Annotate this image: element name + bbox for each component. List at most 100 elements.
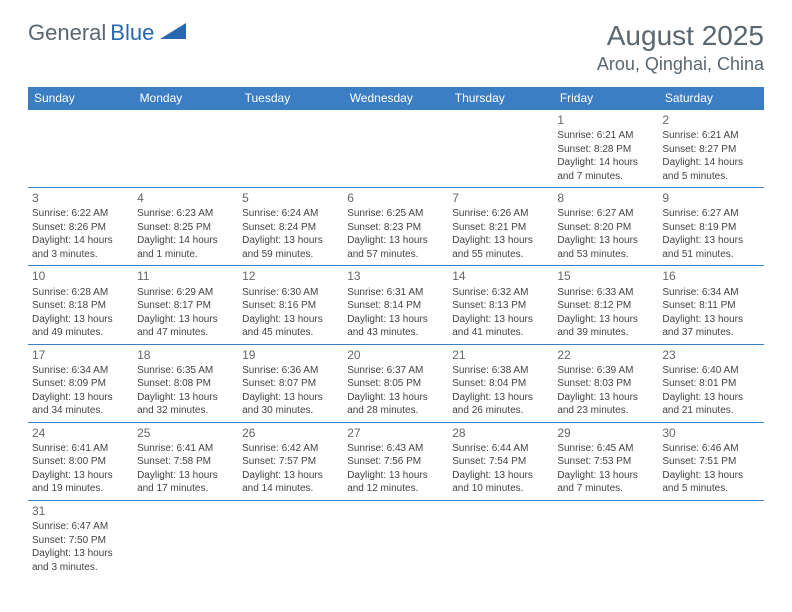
calendar-cell: 25Sunrise: 6:41 AMSunset: 7:58 PMDayligh…	[133, 422, 238, 500]
cell-sunrise: Sunrise: 6:46 AM	[662, 442, 759, 456]
calendar-cell: 4Sunrise: 6:23 AMSunset: 8:25 PMDaylight…	[133, 188, 238, 266]
cell-daylight: Daylight: 13 hours and 17 minutes.	[137, 469, 234, 496]
location: Arou, Qinghai, China	[597, 54, 764, 75]
weekday-header: Wednesday	[343, 87, 448, 110]
cell-sunset: Sunset: 7:58 PM	[137, 455, 234, 469]
cell-sunrise: Sunrise: 6:24 AM	[242, 207, 339, 221]
calendar-cell: 7Sunrise: 6:26 AMSunset: 8:21 PMDaylight…	[448, 188, 553, 266]
calendar-cell: 16Sunrise: 6:34 AMSunset: 8:11 PMDayligh…	[658, 266, 763, 344]
cell-sunset: Sunset: 7:54 PM	[452, 455, 549, 469]
cell-sunrise: Sunrise: 6:21 AM	[662, 129, 759, 143]
cell-daylight: Daylight: 13 hours and 12 minutes.	[347, 469, 444, 496]
calendar-cell: 1Sunrise: 6:21 AMSunset: 8:28 PMDaylight…	[553, 110, 658, 188]
logo-flag-icon	[160, 23, 186, 44]
calendar-cell: 28Sunrise: 6:44 AMSunset: 7:54 PMDayligh…	[448, 422, 553, 500]
calendar-row: 24Sunrise: 6:41 AMSunset: 8:00 PMDayligh…	[28, 422, 764, 500]
cell-sunrise: Sunrise: 6:31 AM	[347, 286, 444, 300]
cell-sunset: Sunset: 8:26 PM	[32, 221, 129, 235]
cell-sunset: Sunset: 7:56 PM	[347, 455, 444, 469]
cell-daylight: Daylight: 13 hours and 53 minutes.	[557, 234, 654, 261]
cell-sunrise: Sunrise: 6:30 AM	[242, 286, 339, 300]
cell-daylight: Daylight: 13 hours and 45 minutes.	[242, 313, 339, 340]
cell-sunrise: Sunrise: 6:44 AM	[452, 442, 549, 456]
cell-sunrise: Sunrise: 6:23 AM	[137, 207, 234, 221]
day-number: 8	[557, 190, 654, 206]
calendar-cell: 13Sunrise: 6:31 AMSunset: 8:14 PMDayligh…	[343, 266, 448, 344]
cell-sunset: Sunset: 8:05 PM	[347, 377, 444, 391]
calendar-cell: 22Sunrise: 6:39 AMSunset: 8:03 PMDayligh…	[553, 344, 658, 422]
calendar-cell	[133, 500, 238, 578]
cell-daylight: Daylight: 14 hours and 3 minutes.	[32, 234, 129, 261]
day-number: 23	[662, 347, 759, 363]
day-number: 17	[32, 347, 129, 363]
cell-sunrise: Sunrise: 6:22 AM	[32, 207, 129, 221]
cell-daylight: Daylight: 13 hours and 26 minutes.	[452, 391, 549, 418]
cell-sunrise: Sunrise: 6:47 AM	[32, 520, 129, 534]
cell-sunset: Sunset: 8:20 PM	[557, 221, 654, 235]
cell-daylight: Daylight: 14 hours and 1 minute.	[137, 234, 234, 261]
calendar-cell: 11Sunrise: 6:29 AMSunset: 8:17 PMDayligh…	[133, 266, 238, 344]
calendar-cell	[658, 500, 763, 578]
day-number: 27	[347, 425, 444, 441]
calendar-cell	[238, 500, 343, 578]
calendar-cell: 5Sunrise: 6:24 AMSunset: 8:24 PMDaylight…	[238, 188, 343, 266]
cell-sunrise: Sunrise: 6:33 AM	[557, 286, 654, 300]
cell-daylight: Daylight: 13 hours and 7 minutes.	[557, 469, 654, 496]
cell-sunset: Sunset: 8:00 PM	[32, 455, 129, 469]
cell-daylight: Daylight: 13 hours and 5 minutes.	[662, 469, 759, 496]
day-number: 13	[347, 268, 444, 284]
cell-daylight: Daylight: 13 hours and 19 minutes.	[32, 469, 129, 496]
weekday-header: Thursday	[448, 87, 553, 110]
cell-sunrise: Sunrise: 6:43 AM	[347, 442, 444, 456]
day-number: 25	[137, 425, 234, 441]
day-number: 24	[32, 425, 129, 441]
cell-daylight: Daylight: 13 hours and 3 minutes.	[32, 547, 129, 574]
calendar-cell: 8Sunrise: 6:27 AMSunset: 8:20 PMDaylight…	[553, 188, 658, 266]
calendar-row: 10Sunrise: 6:28 AMSunset: 8:18 PMDayligh…	[28, 266, 764, 344]
day-number: 20	[347, 347, 444, 363]
logo-text-dark: General	[28, 20, 106, 46]
calendar-cell: 2Sunrise: 6:21 AMSunset: 8:27 PMDaylight…	[658, 110, 763, 188]
calendar-cell: 18Sunrise: 6:35 AMSunset: 8:08 PMDayligh…	[133, 344, 238, 422]
cell-sunrise: Sunrise: 6:41 AM	[32, 442, 129, 456]
day-number: 3	[32, 190, 129, 206]
day-number: 18	[137, 347, 234, 363]
cell-sunset: Sunset: 8:24 PM	[242, 221, 339, 235]
month-title: August 2025	[597, 20, 764, 52]
cell-daylight: Daylight: 13 hours and 57 minutes.	[347, 234, 444, 261]
calendar-cell: 19Sunrise: 6:36 AMSunset: 8:07 PMDayligh…	[238, 344, 343, 422]
cell-sunset: Sunset: 8:17 PM	[137, 299, 234, 313]
cell-sunrise: Sunrise: 6:40 AM	[662, 364, 759, 378]
cell-daylight: Daylight: 13 hours and 37 minutes.	[662, 313, 759, 340]
calendar-cell	[553, 500, 658, 578]
cell-sunrise: Sunrise: 6:45 AM	[557, 442, 654, 456]
calendar-row: 1Sunrise: 6:21 AMSunset: 8:28 PMDaylight…	[28, 110, 764, 188]
cell-daylight: Daylight: 13 hours and 59 minutes.	[242, 234, 339, 261]
cell-sunset: Sunset: 8:11 PM	[662, 299, 759, 313]
cell-daylight: Daylight: 13 hours and 49 minutes.	[32, 313, 129, 340]
calendar-cell	[448, 500, 553, 578]
calendar-cell: 9Sunrise: 6:27 AMSunset: 8:19 PMDaylight…	[658, 188, 763, 266]
cell-sunrise: Sunrise: 6:32 AM	[452, 286, 549, 300]
calendar-cell: 27Sunrise: 6:43 AMSunset: 7:56 PMDayligh…	[343, 422, 448, 500]
calendar-cell: 21Sunrise: 6:38 AMSunset: 8:04 PMDayligh…	[448, 344, 553, 422]
cell-sunset: Sunset: 8:16 PM	[242, 299, 339, 313]
day-number: 14	[452, 268, 549, 284]
weekday-header: Friday	[553, 87, 658, 110]
cell-sunrise: Sunrise: 6:35 AM	[137, 364, 234, 378]
day-number: 22	[557, 347, 654, 363]
cell-daylight: Daylight: 13 hours and 23 minutes.	[557, 391, 654, 418]
calendar-row: 31Sunrise: 6:47 AMSunset: 7:50 PMDayligh…	[28, 500, 764, 578]
cell-daylight: Daylight: 13 hours and 39 minutes.	[557, 313, 654, 340]
cell-daylight: Daylight: 14 hours and 5 minutes.	[662, 156, 759, 183]
cell-daylight: Daylight: 13 hours and 41 minutes.	[452, 313, 549, 340]
day-number: 16	[662, 268, 759, 284]
cell-sunset: Sunset: 8:07 PM	[242, 377, 339, 391]
day-number: 12	[242, 268, 339, 284]
calendar-cell: 10Sunrise: 6:28 AMSunset: 8:18 PMDayligh…	[28, 266, 133, 344]
cell-sunset: Sunset: 8:09 PM	[32, 377, 129, 391]
day-number: 1	[557, 112, 654, 128]
cell-daylight: Daylight: 13 hours and 28 minutes.	[347, 391, 444, 418]
calendar-cell	[343, 500, 448, 578]
cell-sunset: Sunset: 8:13 PM	[452, 299, 549, 313]
